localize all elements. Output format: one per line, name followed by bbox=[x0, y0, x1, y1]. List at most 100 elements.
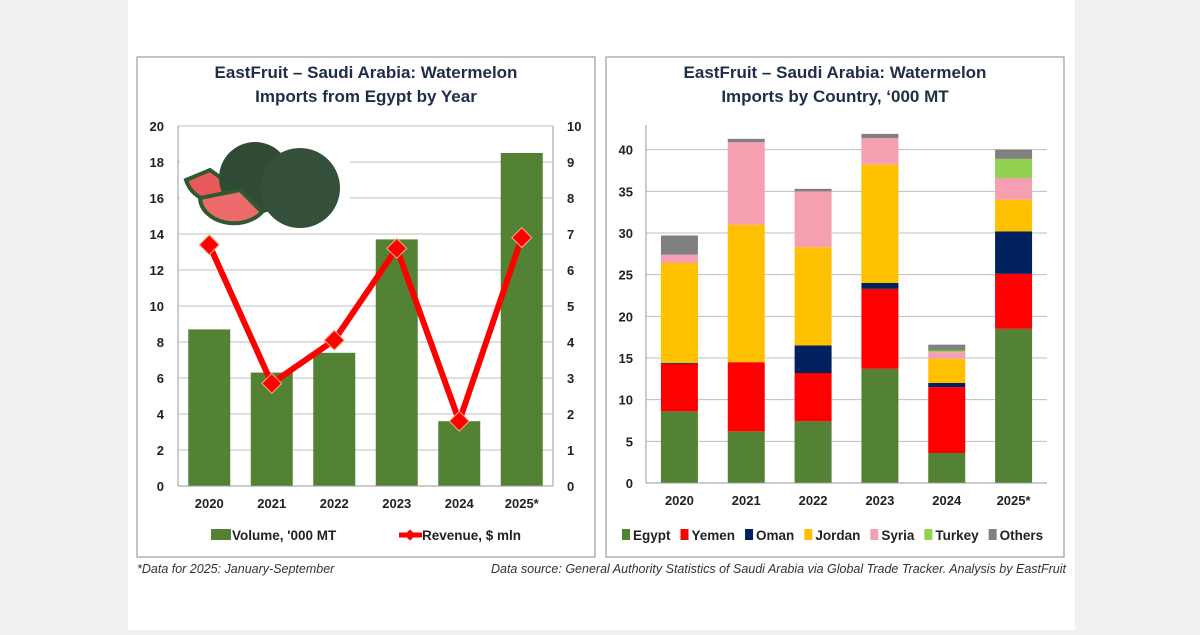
volume-bar bbox=[375, 239, 418, 486]
stacked-segment-turkey bbox=[995, 158, 1033, 178]
x-tick-label: 2021 bbox=[257, 496, 286, 511]
y-right-tick-label: 8 bbox=[567, 191, 574, 206]
stacked-segment-oman bbox=[995, 231, 1033, 274]
stacked-segment-egypt bbox=[727, 431, 765, 483]
x-tick-label: 2024 bbox=[445, 496, 475, 511]
y-tick-label: 40 bbox=[619, 143, 633, 158]
stacked-segment-egypt bbox=[995, 328, 1033, 483]
y-right-tick-label: 9 bbox=[567, 155, 574, 170]
legend-label-syria: Syria bbox=[881, 528, 915, 543]
stacked-segment-yemen bbox=[794, 373, 832, 422]
y-right-tick-label: 5 bbox=[567, 299, 574, 314]
legend-swatch-turkey bbox=[924, 529, 933, 540]
stacked-segment-jordan bbox=[861, 164, 899, 283]
stacked-segment-egypt bbox=[928, 453, 966, 483]
right-legend: Egypt Yemen Oman Jordan Syria Turkey Others bbox=[622, 528, 1043, 543]
volume-bar bbox=[438, 421, 481, 486]
revenue-marker bbox=[198, 234, 220, 256]
volume-bar bbox=[188, 329, 231, 486]
right-chart-title-line2: Imports by Country, ‘000 MT bbox=[721, 87, 949, 106]
stacked-segment-others bbox=[861, 133, 899, 138]
revenue-marker bbox=[323, 329, 345, 351]
y-right-tick-label: 7 bbox=[567, 227, 574, 242]
y-tick-label: 25 bbox=[619, 268, 633, 283]
stacked-segment-egypt bbox=[861, 368, 899, 483]
stacked-segment-syria bbox=[995, 178, 1033, 200]
stacked-segment-others bbox=[727, 138, 765, 143]
y-tick-label: 10 bbox=[619, 393, 633, 408]
y-tick-label: 15 bbox=[619, 351, 633, 366]
legend-swatch-jordan bbox=[804, 529, 813, 540]
y-left-tick-label: 4 bbox=[157, 407, 165, 422]
stacked-segment-egypt bbox=[660, 411, 698, 483]
x-tick-label: 2022 bbox=[799, 493, 828, 508]
y-tick-label: 30 bbox=[619, 226, 633, 241]
legend-swatch-others bbox=[988, 529, 997, 540]
legend-label-turkey: Turkey bbox=[935, 528, 979, 543]
legend-label-yemen: Yemen bbox=[692, 528, 736, 543]
right-chart-panel: EastFruit – Saudi Arabia: Watermelon Imp… bbox=[605, 56, 1065, 558]
x-tick-label: 2020 bbox=[195, 496, 224, 511]
y-right-tick-label: 3 bbox=[567, 371, 574, 386]
stacked-segment-oman bbox=[794, 345, 832, 373]
legend-swatch-syria bbox=[870, 529, 879, 540]
x-tick-label: 2024 bbox=[932, 493, 962, 508]
stacked-segment-others bbox=[794, 188, 832, 192]
x-tick-label: 2023 bbox=[865, 493, 894, 508]
y-left-tick-label: 12 bbox=[150, 263, 164, 278]
y-tick-label: 0 bbox=[626, 476, 633, 491]
stacked-segment-jordan bbox=[928, 358, 966, 383]
revenue-marker bbox=[261, 372, 283, 395]
y-right-tick-label: 10 bbox=[567, 119, 581, 134]
y-left-tick-label: 10 bbox=[150, 299, 164, 314]
stacked-segment-others bbox=[660, 235, 698, 255]
x-tick-label: 2025* bbox=[997, 493, 1032, 508]
legend-label-egypt: Egypt bbox=[633, 528, 671, 543]
y-left-tick-label: 20 bbox=[150, 119, 164, 134]
left-chart-title-line2: Imports from Egypt by Year bbox=[255, 87, 477, 106]
y-left-tick-label: 8 bbox=[157, 335, 164, 350]
x-tick-label: 2020 bbox=[665, 493, 694, 508]
stacked-segment-oman bbox=[660, 363, 698, 364]
stacked-segment-syria bbox=[928, 352, 966, 359]
stacked-segment-yemen bbox=[660, 363, 698, 412]
stacked-segment-jordan bbox=[794, 247, 832, 346]
legend-label-jordan: Jordan bbox=[815, 528, 860, 543]
watermelon-image bbox=[180, 135, 350, 230]
y-tick-label: 20 bbox=[619, 309, 633, 324]
y-left-tick-label: 0 bbox=[157, 479, 164, 494]
stacked-segment-others bbox=[928, 344, 966, 351]
x-tick-label: 2023 bbox=[382, 496, 411, 511]
x-tick-label: 2022 bbox=[320, 496, 349, 511]
legend-swatch-egypt bbox=[622, 529, 630, 540]
y-tick-label: 35 bbox=[619, 184, 633, 199]
stacked-segment-oman bbox=[861, 283, 899, 289]
y-right-tick-label: 0 bbox=[567, 479, 574, 494]
stacked-segment-jordan bbox=[727, 224, 765, 363]
stacked-segment-egypt bbox=[794, 421, 832, 483]
stacked-segment-yemen bbox=[995, 273, 1033, 329]
revenue-marker bbox=[448, 410, 470, 432]
data-source: Data source: General Authority Statistic… bbox=[491, 562, 1067, 576]
y-right-tick-label: 2 bbox=[567, 407, 574, 422]
stacked-segment-yemen bbox=[928, 387, 966, 453]
y-tick-label: 5 bbox=[626, 434, 633, 449]
footnote: *Data for 2025: January-September bbox=[137, 562, 335, 576]
stacked-segment-turkey bbox=[928, 350, 966, 353]
y-right-tick-label: 4 bbox=[567, 335, 575, 350]
stacked-segment-yemen bbox=[727, 362, 765, 432]
stacked-segment-others bbox=[995, 149, 1033, 159]
legend-label-others: Others bbox=[1000, 528, 1044, 543]
legend-swatch-yemen bbox=[680, 529, 689, 540]
stacked-segment-syria bbox=[861, 138, 899, 165]
legend-label-revenue: Revenue, $ mln bbox=[422, 528, 521, 543]
y-left-tick-label: 18 bbox=[150, 155, 164, 170]
left-legend: Volume, '000 MT Revenue, $ mln bbox=[211, 528, 521, 543]
stacked-segment-jordan bbox=[995, 199, 1033, 232]
revenue-marker bbox=[386, 237, 408, 260]
x-tick-label: 2025* bbox=[505, 496, 540, 511]
legend-swatch-oman bbox=[745, 529, 754, 540]
volume-bar bbox=[500, 153, 543, 486]
y-left-tick-label: 16 bbox=[150, 191, 164, 206]
